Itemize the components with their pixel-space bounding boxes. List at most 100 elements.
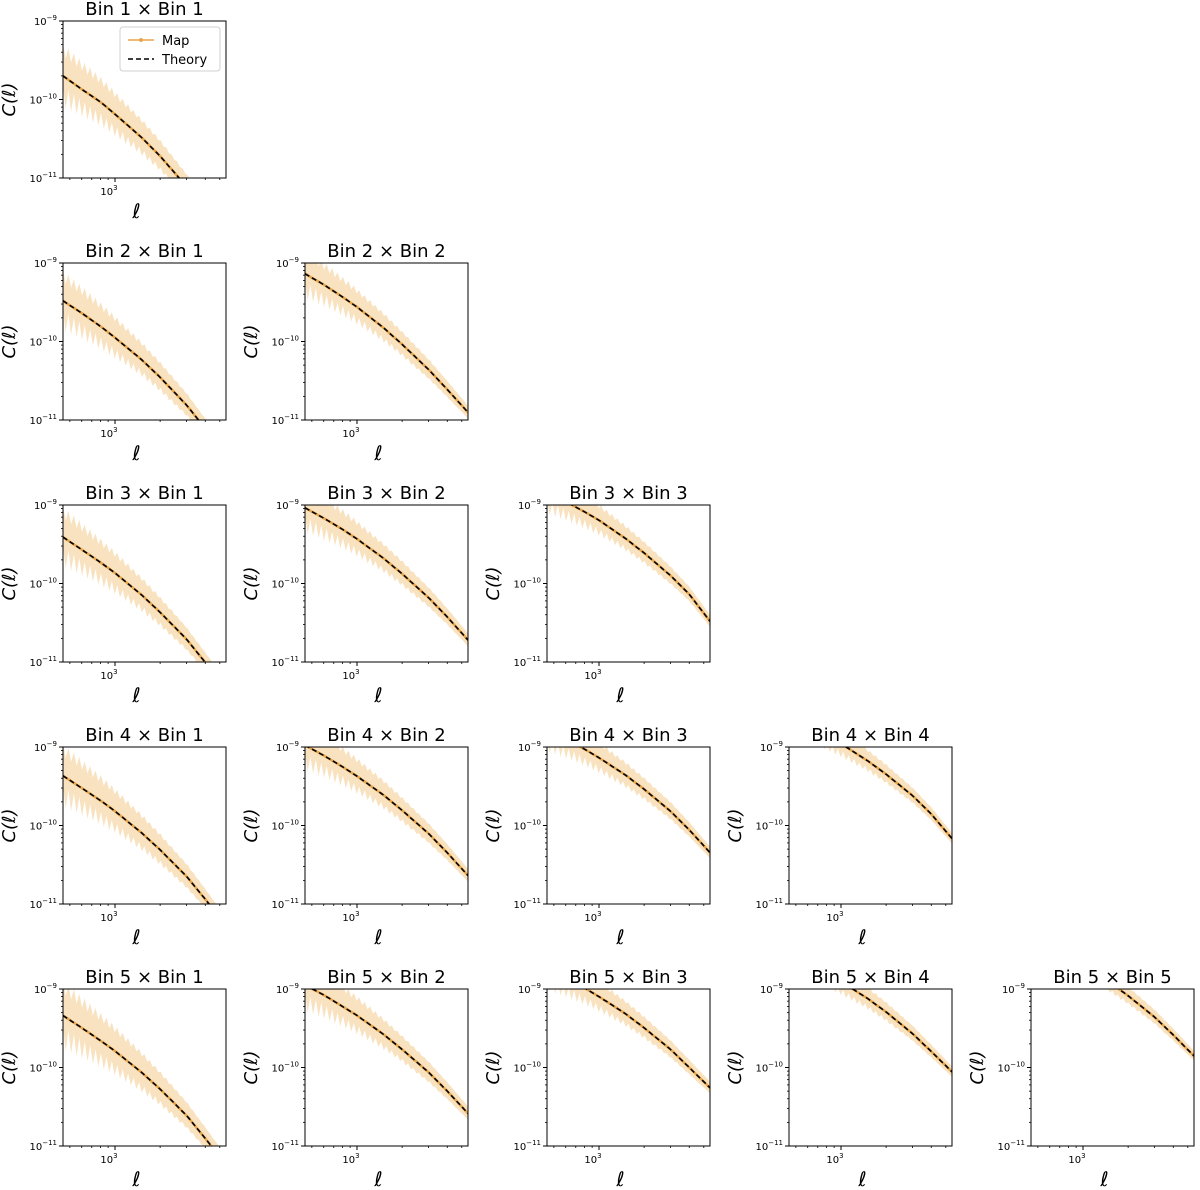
panel-title: Bin 5 × Bin 1	[85, 967, 203, 988]
theory-series-line	[63, 75, 181, 178]
y-tick-exp: −10	[42, 577, 57, 585]
panel-title: Bin 3 × Bin 3	[569, 483, 687, 504]
y-tick-exp: −11	[768, 1139, 783, 1147]
y-tick-exp: −11	[284, 1139, 299, 1147]
y-tick-exp: −11	[526, 1139, 541, 1147]
x-tick-base: 10	[100, 1155, 113, 1166]
axes-frame	[1030, 988, 1195, 1147]
y-tick-base: 10	[513, 900, 526, 911]
error-band	[63, 270, 207, 420]
legend-map-marker	[139, 38, 143, 42]
x-axis-label: ℓ	[131, 199, 140, 223]
x-tick-exp: 3	[113, 1152, 117, 1160]
y-axis-label: C(ℓ)	[241, 1050, 262, 1084]
y-tick-label: 10−9	[276, 256, 299, 270]
x-tick-base: 10	[826, 1155, 839, 1166]
y-tick-label: 10−11	[271, 897, 299, 911]
y-tick-exp: −9	[531, 740, 541, 748]
y-tick-base: 10	[34, 17, 47, 28]
y-tick-exp: −10	[42, 819, 57, 827]
x-tick-label: 103	[100, 668, 117, 682]
y-tick-label: 10−11	[29, 897, 57, 911]
x-axis-label: ℓ	[615, 925, 624, 949]
y-tick-base: 10	[997, 1064, 1010, 1075]
y-tick-base: 10	[271, 1142, 284, 1153]
y-axis-label: C(ℓ)	[483, 566, 504, 600]
y-tick-exp: −11	[42, 655, 57, 663]
error-band	[548, 747, 710, 859]
x-tick-base: 10	[342, 913, 355, 924]
y-tick-exp: −9	[773, 982, 783, 990]
y-tick-exp: −11	[284, 897, 299, 905]
y-tick-label: 10−10	[29, 577, 57, 591]
x-tick-exp: 3	[355, 1152, 359, 1160]
y-tick-base: 10	[755, 1064, 768, 1075]
y-tick-label: 10−11	[513, 897, 541, 911]
y-tick-label: 10−9	[518, 982, 541, 996]
plot-area	[63, 989, 219, 1146]
plot-area	[548, 747, 710, 859]
y-tick-label: 10−10	[29, 819, 57, 833]
y-tick-base: 10	[513, 658, 526, 669]
theory-series-line	[305, 507, 468, 641]
x-tick-exp: 3	[597, 1152, 601, 1160]
y-tick-exp: −9	[47, 740, 57, 748]
y-tick-label: 10−9	[34, 498, 57, 512]
panel-title: Bin 4 × Bin 4	[811, 725, 929, 746]
plot-area	[305, 263, 468, 419]
error-band	[1103, 989, 1194, 1061]
y-tick-exp: −11	[526, 655, 541, 663]
y-tick-base: 10	[29, 822, 42, 833]
y-tick-base: 10	[29, 338, 42, 349]
y-tick-label: 10−10	[997, 1061, 1025, 1075]
plot-area	[63, 747, 217, 904]
x-tick-label: 103	[342, 668, 359, 682]
y-tick-base: 10	[276, 259, 289, 270]
x-tick-base: 10	[584, 671, 597, 682]
y-tick-base: 10	[276, 743, 289, 754]
error-band	[829, 989, 952, 1077]
y-tick-exp: −11	[42, 897, 57, 905]
theory-series-line	[63, 1014, 213, 1146]
y-tick-exp: −9	[47, 982, 57, 990]
x-axis-label: ℓ	[615, 1167, 624, 1190]
y-tick-exp: −9	[289, 256, 299, 264]
legend: Map Theory	[119, 26, 221, 72]
y-axis-label: C(ℓ)	[483, 808, 504, 842]
y-tick-exp: −10	[526, 819, 541, 827]
y-tick-base: 10	[271, 822, 284, 833]
y-tick-label: 10−10	[513, 577, 541, 591]
y-tick-base: 10	[513, 1064, 526, 1075]
x-axis-label: ℓ	[131, 683, 140, 707]
x-axis-label: ℓ	[1099, 1167, 1108, 1190]
y-tick-exp: −10	[768, 1061, 783, 1069]
y-tick-exp: −10	[284, 819, 299, 827]
x-tick-exp: 3	[355, 668, 359, 676]
y-tick-base: 10	[29, 174, 42, 185]
y-tick-label: 10−10	[271, 577, 299, 591]
y-tick-base: 10	[29, 1064, 42, 1075]
panel-title: Bin 2 × Bin 2	[327, 241, 445, 262]
x-tick-label: 103	[100, 184, 117, 198]
x-tick-exp: 3	[597, 668, 601, 676]
x-tick-label: 103	[584, 668, 601, 682]
panel-title: Bin 4 × Bin 3	[569, 725, 687, 746]
y-tick-label: 10−11	[513, 655, 541, 669]
y-axis-label: C(ℓ)	[0, 82, 20, 116]
y-tick-label: 10−9	[276, 740, 299, 754]
error-band	[305, 505, 468, 647]
panel-title: Bin 4 × Bin 2	[327, 725, 445, 746]
y-tick-base: 10	[34, 985, 47, 996]
y-tick-base: 10	[276, 501, 289, 512]
y-tick-base: 10	[271, 580, 284, 591]
y-tick-base: 10	[518, 501, 531, 512]
y-axis-label: C(ℓ)	[725, 808, 746, 842]
theory-series-line	[851, 989, 952, 1073]
y-tick-base: 10	[755, 1142, 768, 1153]
y-tick-exp: −10	[284, 335, 299, 343]
